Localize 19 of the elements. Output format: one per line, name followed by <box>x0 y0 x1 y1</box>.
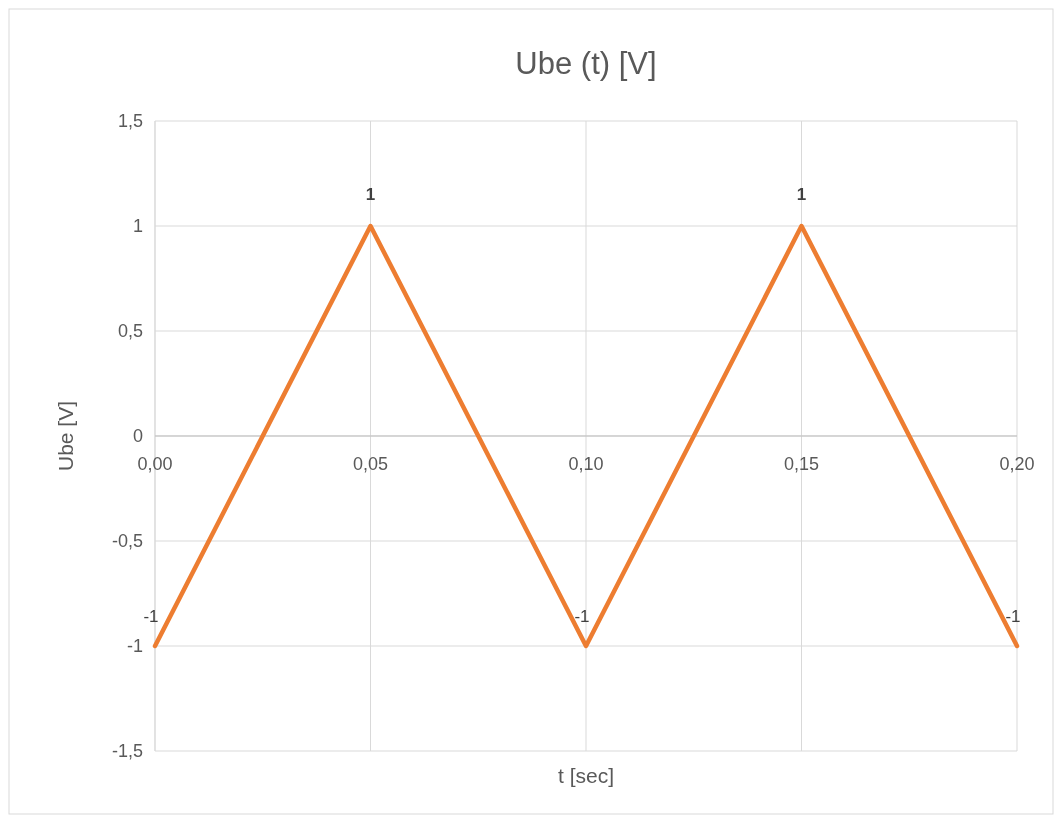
x-tick-label: 0,05 <box>352 454 389 474</box>
chart-title: Ube (t) [V] <box>515 46 657 81</box>
y-tick-label: -1,5 <box>111 741 143 762</box>
data-label: -1 <box>1005 607 1021 626</box>
y-tick-label: -1 <box>126 636 143 657</box>
y-tick-label: 0,5 <box>117 321 143 342</box>
y-tick-label: 1 <box>132 216 143 237</box>
data-label: 1 <box>796 185 807 204</box>
x-tick-label: 0,15 <box>783 454 820 474</box>
x-axis-title: t [sec] <box>557 764 615 787</box>
data-label: 1 <box>365 185 376 204</box>
data-label: -1 <box>574 607 590 626</box>
y-tick-label: 1,5 <box>117 111 143 132</box>
x-tick-label: 0,10 <box>568 454 604 474</box>
y-axis-title: Ube [V] <box>54 400 77 472</box>
x-tick-label: 0,20 <box>999 454 1035 474</box>
y-tick-label: 0 <box>132 426 143 447</box>
y-tick-label: -0,5 <box>111 531 143 552</box>
x-tick-label: 0,00 <box>137 454 173 474</box>
